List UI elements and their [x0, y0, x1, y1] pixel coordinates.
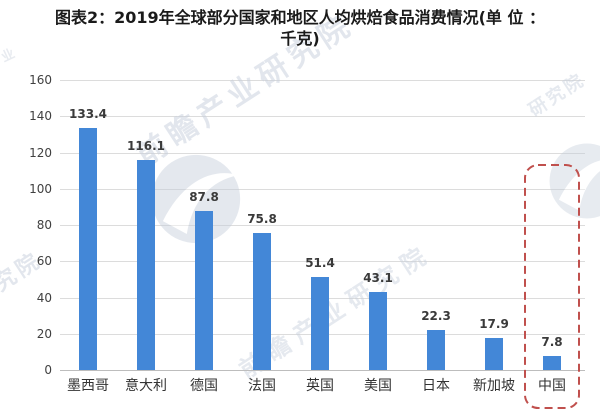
y-tick-label: 60 — [36, 254, 52, 269]
gridline — [60, 261, 585, 263]
y-tick-label: 0 — [44, 363, 52, 377]
y-tick-label: 160 — [29, 73, 52, 87]
x-category-label: 中国 — [538, 378, 566, 394]
y-tick-label: 20 — [36, 326, 52, 341]
x-category-label: 日本 — [422, 378, 450, 394]
x-category-label: 英国 — [306, 378, 334, 394]
x-category-label: 意大利 — [125, 378, 167, 394]
bar — [137, 159, 155, 370]
chart-title: 图表2：2019年全球部分国家和地区人均烘焙食品消费情况(单 位 ： 千克) — [0, 7, 600, 49]
watermark-logo-icon — [548, 142, 600, 220]
gridline — [60, 188, 585, 190]
x-axis-line — [60, 370, 585, 371]
chart-title-line1: 图表2：2019年全球部分国家和地区人均烘焙食品消费情况(单 位 ： — [54, 8, 546, 27]
y-tick-label: 120 — [29, 145, 52, 160]
bar-value-label: 43.1 — [363, 270, 393, 285]
bar-value-label: 17.9 — [479, 316, 509, 331]
gridline — [60, 152, 585, 154]
bar — [253, 232, 271, 370]
bar-value-label: 87.8 — [189, 189, 219, 204]
y-tick-label: 100 — [29, 181, 52, 196]
gridline — [60, 116, 585, 118]
highlight-box-china — [523, 163, 581, 410]
x-category-label: 法国 — [248, 378, 276, 394]
y-tick-label: 140 — [29, 109, 52, 124]
x-category-label: 墨西哥 — [67, 378, 109, 394]
bar-value-label: 75.8 — [247, 211, 277, 226]
bar-value-label: 116.1 — [127, 138, 165, 153]
y-tick-label: 80 — [36, 218, 52, 232]
bar — [311, 276, 329, 370]
bar — [427, 329, 445, 370]
chart-title-line2: 千克) — [280, 29, 320, 48]
bar — [485, 337, 503, 370]
bar-value-label: 51.4 — [305, 255, 335, 270]
bar — [543, 355, 561, 370]
gridline — [60, 225, 585, 226]
bar-value-label: 133.4 — [69, 107, 107, 122]
y-tick-label: 40 — [36, 290, 52, 305]
watermark-text: 研究院 — [525, 69, 590, 122]
bar-value-label: 7.8 — [541, 334, 563, 349]
x-category-label: 德国 — [190, 378, 218, 394]
bar — [79, 128, 97, 370]
bar-value-label: 22.3 — [421, 308, 451, 323]
gridline — [60, 80, 585, 81]
x-category-label: 新加坡 — [473, 378, 515, 394]
x-category-label: 美国 — [364, 378, 392, 394]
bar — [195, 210, 213, 370]
bar — [369, 291, 387, 370]
